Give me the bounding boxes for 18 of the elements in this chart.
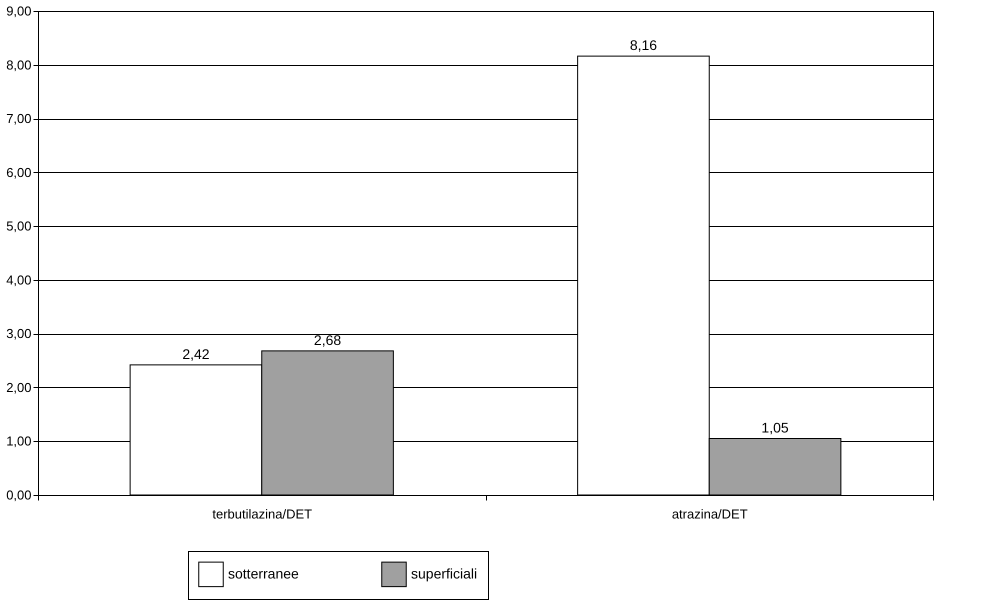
y-tick-label: 9,00 [6, 4, 32, 18]
data-label: 2,42 [182, 346, 210, 362]
y-tick-label: 2,00 [6, 380, 32, 395]
legend-label: sotterranee [228, 565, 300, 582]
y-tick-label: 3,00 [6, 326, 32, 342]
x-tick-label: atrazina/DET [672, 506, 748, 522]
x-tick-label: terbutilazina/DET [212, 506, 312, 522]
data-label: 8,16 [630, 37, 658, 54]
data-label: 1,05 [761, 420, 789, 436]
y-tick-label: 0,00 [6, 488, 32, 502]
y-tick-label: 8,00 [6, 57, 32, 72]
y-tick-label: 5,00 [6, 218, 32, 234]
legend-label: superficiali [411, 565, 478, 582]
y-tick-label: 4,00 [6, 272, 32, 288]
y-tick-label: 1,00 [6, 434, 32, 449]
y-tick-label: 6,00 [6, 164, 32, 180]
data-label: 2,68 [314, 332, 342, 348]
y-tick-label: 7,00 [6, 111, 32, 126]
